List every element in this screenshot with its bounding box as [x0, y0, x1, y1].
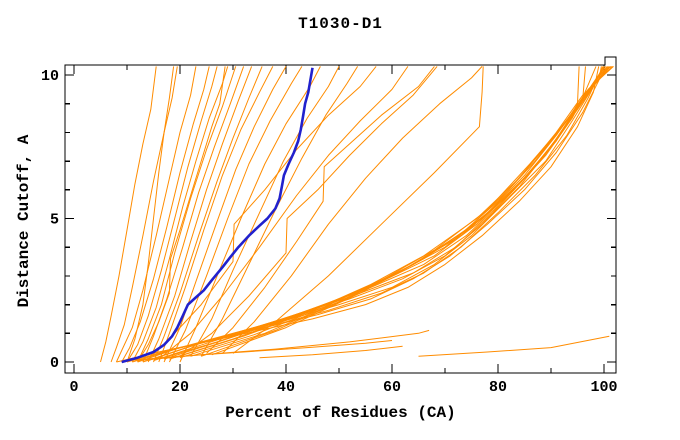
model-curve [168, 66, 303, 363]
model-curve [132, 66, 605, 363]
x-tick-label: 0 [69, 379, 78, 396]
model-curve [126, 66, 604, 363]
model-curve [158, 66, 610, 360]
x-tick-label: 60 [383, 379, 401, 396]
model-curve [179, 66, 321, 363]
model-curve [100, 66, 157, 363]
model-curve [147, 66, 253, 363]
model-curve [158, 66, 409, 360]
model-curve [126, 66, 175, 363]
x-tick-label: 80 [489, 379, 507, 396]
x-tick-label: 40 [277, 379, 295, 396]
x-tick-label: 20 [171, 379, 189, 396]
model-curve [179, 66, 438, 357]
x-axis-label: Percent of Residues (CA) [225, 404, 456, 422]
model-curve [174, 66, 613, 359]
model-curve [147, 66, 377, 360]
model-curve [115, 66, 197, 363]
model-curve [121, 66, 210, 363]
model-curve [222, 66, 483, 354]
model-curve [232, 66, 484, 354]
y-tick-label: 0 [50, 355, 59, 372]
highlighted-model-curve [121, 67, 314, 364]
model-curve [169, 65, 612, 360]
x-tick-label: 100 [590, 379, 617, 396]
model-curve [211, 66, 580, 356]
model-curve [158, 66, 274, 363]
model-curve [418, 335, 610, 357]
model-curve [142, 66, 245, 363]
model-curve [190, 66, 340, 357]
model-curve [121, 66, 602, 363]
model-curve [137, 66, 237, 363]
model-curve [200, 66, 359, 357]
model-curve [153, 66, 609, 362]
model-curve [201, 66, 597, 357]
model-curve [137, 329, 430, 362]
model-curve [131, 66, 229, 363]
plot-frame [64, 56, 617, 374]
model-curve [126, 340, 393, 362]
y-tick-label: 10 [41, 68, 59, 85]
model-curve [137, 66, 226, 363]
y-axis-label: Distance Cutoff, A [15, 134, 33, 308]
model-curve [163, 66, 287, 363]
model-curve [153, 66, 263, 363]
model-curve [110, 66, 178, 363]
model-curve [259, 345, 403, 359]
model-curve [126, 66, 218, 363]
chart-title: T1030-D1 [298, 15, 383, 33]
y-tick-label: 5 [50, 212, 59, 229]
